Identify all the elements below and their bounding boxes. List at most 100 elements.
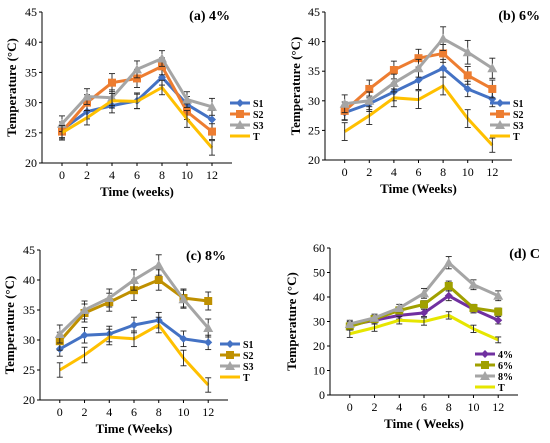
legend-label: S2	[253, 110, 264, 121]
y-tick-label: 60	[313, 241, 325, 255]
data-point	[463, 71, 472, 80]
legend-marker	[496, 110, 504, 118]
data-point	[178, 294, 189, 304]
data-point	[463, 84, 472, 93]
legend-label: T	[513, 132, 520, 143]
x-tick-label: 2	[84, 168, 90, 182]
y-tick-label: 30	[23, 333, 35, 347]
y-tick-label: 25	[23, 363, 35, 377]
x-tick-label: 6	[134, 168, 140, 182]
legend-marker	[481, 361, 489, 369]
legend-label: 8%	[498, 372, 513, 383]
x-tick-label: 8	[159, 168, 165, 182]
legend-label: T	[498, 383, 505, 394]
data-point	[439, 64, 448, 73]
data-point	[469, 304, 478, 313]
y-tick-label: 45	[25, 5, 37, 19]
legend: 4%6%8%T	[475, 350, 513, 394]
y-tick-label: 25	[25, 126, 37, 140]
chart-panel-3: 0 10 20 30 40 50 60 0 2 4 6 8 10 12 Time ( Weeks) Tempe…	[284, 241, 540, 431]
y-tick-label: 30	[313, 315, 325, 329]
x-tick-label: 0	[347, 400, 353, 414]
y-tick-label: 35	[308, 64, 320, 78]
legend-marker	[236, 110, 244, 118]
data-point	[369, 312, 380, 322]
x-axis-title: Time (weeks)	[100, 184, 174, 199]
x-tick-label: 8	[440, 165, 446, 179]
data-point	[182, 94, 192, 104]
x-tick-label: 4	[109, 168, 115, 182]
y-tick-label: 40	[308, 35, 320, 49]
data-point	[494, 316, 503, 325]
legend-label: S3	[243, 362, 254, 373]
x-tick-label: 10	[462, 165, 474, 179]
x-tick-label: 2	[366, 165, 372, 179]
y-tick-label: 30	[308, 94, 320, 108]
data-point	[132, 64, 142, 74]
y-tick-label: 50	[313, 266, 325, 280]
y-tick-label: 45	[308, 5, 320, 19]
series-2	[339, 26, 498, 114]
data-point	[344, 318, 355, 328]
data-point	[54, 329, 65, 338]
data-point	[153, 260, 164, 269]
chart-panel-1: 20 25 30 35 40 45 0 2 4 6 8 10 12 Time (Weeks) Tempera…	[288, 5, 540, 196]
legend-marker	[496, 99, 504, 107]
series-3	[59, 79, 215, 156]
data-point	[468, 279, 479, 289]
y-tick-label: 40	[313, 290, 325, 304]
data-point	[420, 300, 428, 309]
x-tick-label: 12	[492, 400, 504, 414]
data-point	[444, 281, 453, 290]
legend-label: S1	[243, 340, 254, 351]
data-point	[203, 323, 214, 332]
y-axis-title: Temperature (°C)	[2, 276, 17, 375]
data-point	[414, 54, 423, 63]
y-tick-label: 30	[25, 96, 37, 110]
legend-marker	[236, 99, 244, 107]
x-tick-label: 2	[82, 405, 88, 419]
data-point	[413, 63, 424, 73]
data-point	[414, 76, 423, 85]
data-point	[133, 74, 141, 83]
data-point	[488, 95, 497, 104]
legend-label: T	[253, 132, 260, 143]
x-tick-label: 2	[372, 400, 378, 414]
data-point	[439, 49, 448, 58]
data-point	[208, 127, 216, 136]
data-point	[108, 78, 116, 87]
legend-marker	[495, 120, 505, 129]
y-tick-label: 10	[313, 364, 325, 378]
series-2	[57, 50, 217, 133]
panel-title: (d) C	[509, 247, 540, 262]
x-tick-label: 4	[106, 405, 112, 419]
data-point	[154, 276, 163, 284]
y-tick-label: 20	[313, 339, 325, 353]
data-point	[462, 47, 473, 57]
y-tick-label: 20	[25, 156, 37, 170]
data-point	[444, 291, 453, 300]
legend-marker	[480, 371, 490, 380]
y-axis-title: Temperature (°C)	[288, 37, 303, 136]
x-tick-label: 12	[202, 405, 214, 419]
x-tick-label: 0	[342, 165, 348, 179]
chart-panel-0: 20 25 30 35 40 45 0 2 4 6 8 10 12 Time (weeks) Tempera…	[4, 5, 264, 199]
x-axis-title: Time ( Weeks)	[384, 416, 464, 431]
x-tick-label: 6	[416, 165, 422, 179]
data-point	[494, 307, 503, 316]
series-3	[346, 311, 502, 344]
data-point	[394, 303, 405, 313]
legend-marker	[225, 361, 235, 370]
legend-label: S3	[513, 121, 524, 132]
data-point	[208, 115, 216, 124]
data-point	[364, 95, 375, 105]
data-point	[488, 84, 497, 93]
series-0	[55, 311, 213, 357]
x-tick-label: 12	[206, 168, 218, 182]
y-tick-label: 40	[25, 35, 37, 49]
chart-panel-2: 20 25 30 35 40 45 0 2 4 6 8 10 12 Time (Weeks) Tempera…	[2, 243, 254, 436]
y-axis-title: Temperature (°C)	[284, 272, 299, 371]
legend-label: S1	[513, 99, 524, 110]
legend-label: S2	[243, 351, 254, 362]
